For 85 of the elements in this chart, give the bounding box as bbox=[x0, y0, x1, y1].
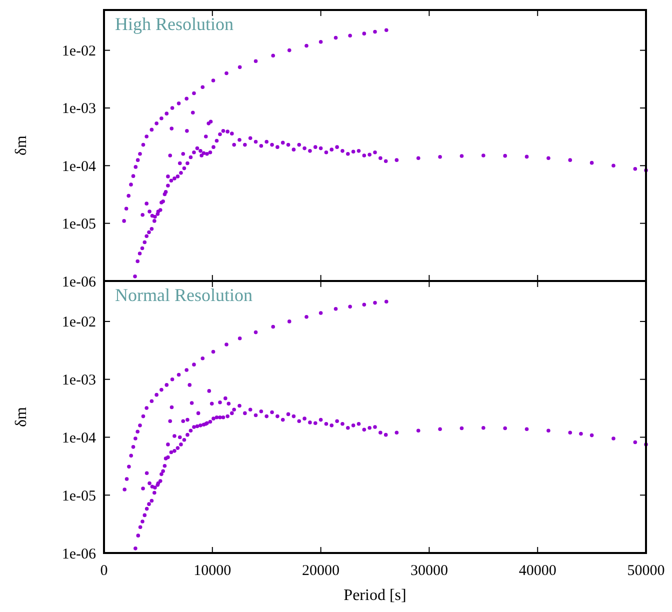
point bbox=[224, 71, 228, 76]
y-tick-label: 1e-03 bbox=[62, 372, 96, 389]
point bbox=[238, 336, 242, 340]
point bbox=[127, 464, 131, 469]
point bbox=[192, 91, 196, 96]
annotation: High Resolution bbox=[115, 14, 234, 34]
annotation: Normal Resolution bbox=[115, 285, 252, 305]
point bbox=[170, 106, 174, 110]
point bbox=[304, 44, 308, 48]
point bbox=[170, 377, 174, 382]
y-tick-label: 1e-02 bbox=[62, 44, 96, 60]
point bbox=[200, 85, 205, 90]
point bbox=[164, 112, 169, 116]
point bbox=[122, 488, 126, 492]
point bbox=[184, 96, 188, 101]
y-tick-label: 1e-03 bbox=[62, 101, 96, 118]
point bbox=[211, 78, 216, 82]
point bbox=[124, 477, 129, 481]
y-tick-label: 1e-04 bbox=[62, 158, 96, 175]
x-tick-label: 30000 bbox=[410, 563, 448, 579]
x-tick-label: 0 bbox=[100, 563, 108, 579]
point bbox=[160, 388, 164, 392]
point bbox=[334, 306, 338, 311]
point bbox=[154, 392, 158, 397]
point bbox=[138, 424, 142, 428]
x-tick-label: 50000 bbox=[627, 563, 665, 579]
point bbox=[362, 32, 366, 36]
point bbox=[318, 311, 323, 315]
x-tick-label: 40000 bbox=[518, 563, 556, 579]
x-tick-label: 20000 bbox=[302, 563, 340, 579]
point bbox=[254, 59, 258, 63]
y-tick-label: 1e-05 bbox=[62, 488, 96, 504]
point bbox=[348, 34, 352, 38]
point bbox=[134, 436, 138, 440]
point bbox=[192, 362, 196, 366]
point bbox=[176, 102, 181, 106]
point bbox=[271, 324, 276, 329]
point bbox=[144, 134, 148, 138]
point bbox=[176, 372, 181, 377]
point bbox=[287, 320, 292, 324]
point bbox=[164, 383, 169, 387]
point bbox=[160, 116, 164, 120]
point bbox=[318, 40, 323, 44]
y-tick-label: 1e-04 bbox=[62, 430, 96, 446]
y-tick-label: 1e-02 bbox=[62, 314, 96, 331]
point bbox=[154, 122, 158, 126]
point bbox=[150, 128, 154, 132]
point bbox=[334, 36, 338, 40]
point bbox=[122, 219, 126, 223]
point bbox=[238, 65, 242, 70]
point bbox=[144, 406, 148, 410]
x-tick-label: 10000 bbox=[194, 563, 232, 579]
point bbox=[362, 302, 366, 307]
x-axis-title: Period [s] bbox=[344, 587, 406, 604]
point bbox=[287, 48, 292, 52]
point bbox=[184, 368, 188, 372]
point bbox=[136, 430, 140, 434]
point bbox=[129, 454, 133, 458]
point bbox=[384, 300, 388, 304]
point bbox=[141, 414, 146, 418]
y-axis-title: δm bbox=[13, 134, 30, 156]
point bbox=[373, 30, 377, 34]
point bbox=[304, 314, 308, 319]
point bbox=[384, 28, 388, 32]
point bbox=[254, 330, 258, 334]
point bbox=[138, 152, 142, 156]
y-tick-label: 1e-05 bbox=[62, 216, 96, 233]
y-tick-label: 1e-06 bbox=[62, 274, 96, 290]
point bbox=[373, 300, 377, 305]
point bbox=[131, 445, 136, 449]
point bbox=[126, 194, 131, 198]
point bbox=[271, 54, 276, 58]
point bbox=[124, 206, 128, 211]
point bbox=[136, 158, 140, 162]
y-tick-label: 1e-06 bbox=[62, 546, 96, 562]
point bbox=[224, 342, 228, 346]
point bbox=[150, 399, 154, 404]
point bbox=[131, 174, 136, 178]
point bbox=[129, 182, 133, 186]
point bbox=[200, 356, 205, 360]
y-axis-title: δm bbox=[13, 406, 30, 427]
point bbox=[134, 165, 138, 169]
point bbox=[348, 304, 352, 309]
point bbox=[211, 350, 216, 354]
point bbox=[141, 142, 146, 147]
